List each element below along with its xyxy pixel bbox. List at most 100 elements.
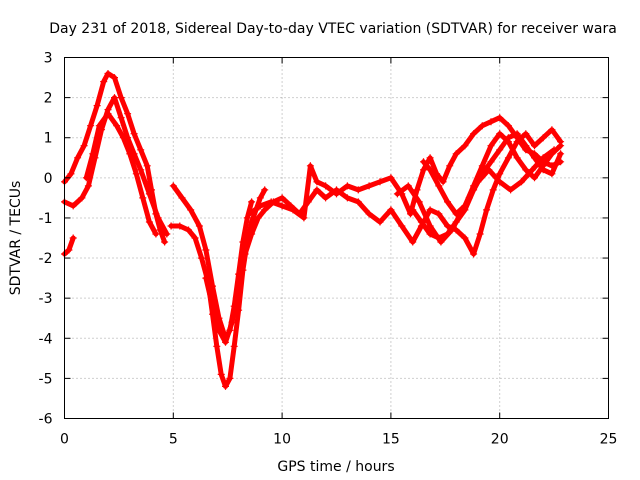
- data-point-marker: [93, 102, 101, 110]
- data-point-marker: [354, 186, 362, 194]
- x-axis-label: GPS time / hours: [277, 459, 394, 475]
- data-point-marker: [376, 178, 384, 186]
- data-point-marker: [333, 190, 340, 198]
- x-tick-label: 15: [382, 432, 400, 448]
- data-series-layer: [61, 70, 565, 390]
- data-point-marker: [152, 230, 160, 238]
- data-point-marker: [126, 150, 134, 158]
- x-tick-label: 0: [60, 432, 69, 448]
- series-9: [409, 130, 565, 242]
- data-point-marker: [446, 162, 454, 170]
- data-point-marker: [376, 218, 384, 226]
- data-point-marker: [522, 130, 530, 138]
- x-tick-label: 20: [491, 432, 509, 448]
- data-point-marker: [113, 122, 121, 130]
- series-11: [393, 146, 558, 246]
- data-point-marker: [248, 230, 256, 238]
- data-point-marker: [496, 146, 504, 154]
- data-point-marker: [104, 110, 112, 118]
- data-point-marker: [483, 206, 491, 214]
- data-point-marker: [435, 182, 443, 190]
- data-point-marker: [470, 130, 478, 138]
- data-point-marker: [487, 118, 495, 126]
- series-7: [202, 126, 565, 346]
- data-point-marker: [528, 166, 536, 174]
- data-point-marker: [485, 166, 493, 174]
- data-point-marker: [557, 150, 565, 158]
- data-point-marker: [393, 190, 401, 198]
- data-point-marker: [132, 170, 140, 178]
- series-2: [61, 94, 171, 238]
- data-point-marker: [465, 194, 473, 202]
- series-markers: [82, 110, 160, 238]
- data-point-marker: [387, 174, 395, 182]
- data-point-marker: [426, 166, 434, 174]
- data-point-marker: [550, 146, 558, 154]
- data-point-marker: [137, 166, 145, 174]
- data-point-marker: [137, 146, 145, 154]
- data-point-marker: [78, 194, 86, 202]
- data-point-marker: [80, 142, 88, 150]
- series-trace: [168, 187, 268, 389]
- data-point-marker: [426, 222, 434, 230]
- data-point-marker: [417, 218, 425, 226]
- data-point-marker: [489, 186, 497, 194]
- data-point-marker: [313, 186, 321, 194]
- data-point-marker: [496, 130, 504, 138]
- data-point-marker: [487, 158, 495, 166]
- data-point-marker: [513, 154, 521, 162]
- data-point-marker: [248, 198, 256, 206]
- data-point-marker: [548, 126, 556, 134]
- data-point-marker: [322, 194, 330, 202]
- y-axis-label: SDTVAR / TECUs: [8, 181, 24, 296]
- data-point-marker: [241, 250, 249, 258]
- data-point-marker: [496, 114, 504, 122]
- chart-title: Day 231 of 2018, Sidereal Day-to-day VTE…: [49, 21, 617, 37]
- data-point-marker: [256, 202, 264, 210]
- data-point-marker: [235, 282, 243, 290]
- data-point-marker: [300, 214, 308, 222]
- data-point-marker: [409, 206, 417, 214]
- data-point-marker: [343, 182, 351, 190]
- series-markers: [393, 146, 558, 246]
- data-point-marker: [531, 174, 538, 182]
- data-point-marker: [167, 222, 175, 230]
- data-point-marker: [413, 186, 421, 194]
- series-trace: [170, 183, 255, 341]
- data-point-marker: [289, 206, 297, 214]
- data-point-marker: [246, 210, 253, 218]
- y-tick-label: -3: [39, 291, 53, 307]
- data-point-marker: [104, 70, 112, 77]
- data-point-marker: [365, 182, 373, 190]
- data-point-marker: [476, 230, 484, 238]
- y-tick-label: -5: [39, 371, 53, 387]
- data-point-marker: [82, 174, 90, 182]
- plot-frame: [64, 57, 609, 419]
- data-point-marker: [539, 162, 547, 170]
- data-point-marker: [111, 74, 118, 82]
- data-point-marker: [65, 246, 73, 254]
- y-tick-label: -1: [39, 211, 53, 227]
- grid: [64, 57, 609, 419]
- data-point-marker: [426, 154, 434, 162]
- data-point-marker: [504, 154, 512, 162]
- data-point-marker: [243, 214, 251, 222]
- series-trace: [247, 115, 564, 221]
- data-point-marker: [487, 142, 495, 150]
- y-tick-label: 2: [44, 91, 53, 107]
- y-tick-label: -4: [39, 331, 53, 347]
- data-point-marker: [496, 178, 504, 186]
- data-point-marker: [278, 194, 286, 202]
- data-point-marker: [267, 198, 275, 206]
- data-point-marker: [145, 218, 153, 226]
- data-point-marker: [278, 202, 286, 210]
- data-point-marker: [217, 370, 225, 378]
- data-point-marker: [548, 170, 556, 178]
- data-point-marker: [513, 130, 521, 138]
- y-tick-label: -6: [39, 412, 53, 428]
- y-tick-label: 3: [44, 51, 53, 67]
- data-point-marker: [209, 302, 216, 310]
- data-point-marker: [161, 238, 169, 246]
- data-point-marker: [420, 166, 427, 174]
